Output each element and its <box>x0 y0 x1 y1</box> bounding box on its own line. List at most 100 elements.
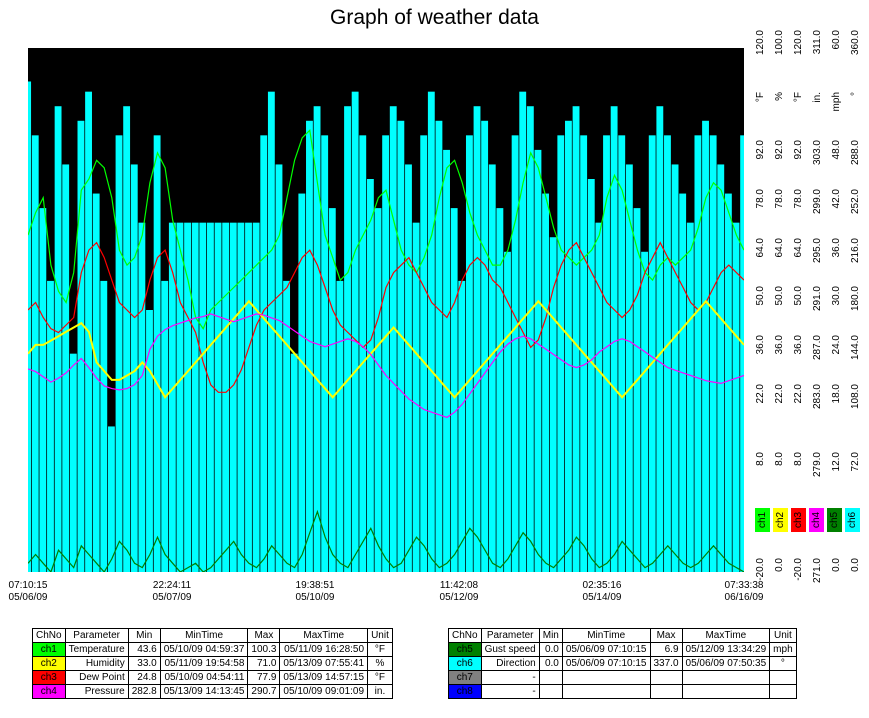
legend-cell: - <box>480 684 540 699</box>
y-axis-unit: in. <box>812 92 823 103</box>
direction-point <box>222 222 230 572</box>
y-tick-label: 108.0 <box>850 384 861 410</box>
y-tick-label: 100.0 <box>774 30 785 56</box>
y-axis-unit: °F <box>793 92 804 103</box>
legend-cell <box>769 670 797 685</box>
direction-point <box>648 135 656 572</box>
legend-cell: Temperature <box>64 642 129 657</box>
y-tick-label: 50.0 <box>793 286 804 306</box>
legend-channel-cell: ch1 <box>32 642 66 657</box>
legend-cell: 05/10/09 09:01:09 <box>279 684 369 699</box>
y-tick-label: 92.0 <box>774 140 785 160</box>
y-tick-label: 180.0 <box>850 286 861 312</box>
legend-cell: °F <box>367 642 393 657</box>
direction-point <box>694 135 702 572</box>
legend-header-cell: Parameter <box>480 628 540 643</box>
direction-point <box>92 193 100 572</box>
y-tick-label: 216.0 <box>850 238 861 264</box>
direction-point <box>306 120 313 572</box>
direction-point <box>397 120 405 572</box>
direction-point <box>328 208 336 572</box>
direction-point <box>504 251 511 572</box>
direction-point <box>69 353 77 572</box>
y-tick-label: 279.0 <box>812 452 823 478</box>
direction-point <box>724 193 732 572</box>
legend-cell <box>649 670 683 685</box>
direction-point <box>176 222 184 572</box>
direction-point <box>427 91 435 572</box>
direction-point <box>587 179 595 572</box>
legend-row: ch4 Pressure 282.8 05/13/09 14:13:45 290.7 05… <box>32 684 393 699</box>
legend-channel-cell: ch7 <box>448 670 482 685</box>
y-tick-label: 36.0 <box>831 238 842 258</box>
series-direction <box>28 81 744 572</box>
direction-point <box>130 164 138 572</box>
y-tick-label: 30.0 <box>831 286 842 306</box>
legend-cell: 24.8 <box>127 670 161 685</box>
direction-point <box>534 149 542 572</box>
legend-cell: °F <box>367 670 393 685</box>
direction-point <box>702 120 709 572</box>
legend-table-right: ChNo Parameter Min MinTime Max MaxTime Unit ch5… <box>448 628 797 699</box>
direction-point <box>656 106 664 572</box>
x-tick-label: 22:24:11 05/07/09 <box>152 580 192 603</box>
direction-point <box>229 222 237 572</box>
channel-key-ch4: ch4 <box>809 508 824 532</box>
direction-point <box>31 135 39 572</box>
y-tick-label: 36.0 <box>774 335 785 355</box>
legend-channel-cell: ch2 <box>32 656 66 671</box>
x-tick-label: 19:38:51 05/10/09 <box>295 580 335 603</box>
direction-point <box>252 222 260 572</box>
legend-channel-cell: ch3 <box>32 670 66 685</box>
y-tick-label: 64.0 <box>755 238 766 258</box>
direction-point <box>313 106 321 572</box>
legend-cell: Dew Point <box>64 670 129 685</box>
direction-point <box>77 120 85 572</box>
direction-point <box>207 222 214 572</box>
legend-header-cell: MinTime <box>159 628 249 643</box>
legend-row: ch7- <box>448 670 797 685</box>
x-tick-label: 11:42:08 05/12/09 <box>439 580 479 603</box>
legend-cell: 05/06/09 07:10:15 <box>561 642 651 657</box>
direction-point <box>191 222 199 572</box>
legend-cell: 05/13/09 07:55:41 <box>279 656 369 671</box>
y-axis-unit: mph <box>831 92 842 112</box>
legend-header-cell: ChNo <box>448 628 482 643</box>
y-tick-label: 120.0 <box>793 30 804 56</box>
direction-point <box>107 426 115 572</box>
legend-header-cell: ChNo <box>32 628 66 643</box>
legend-cell: 6.9 <box>649 642 683 657</box>
direction-point <box>123 106 131 572</box>
legend-cell <box>681 670 771 685</box>
legend-cell: 290.7 <box>247 684 281 699</box>
legend-channel-cell: ch5 <box>448 642 482 657</box>
legend-cell: 337.0 <box>649 656 683 671</box>
y-tick-label: 64.0 <box>793 238 804 258</box>
legend-cell: 282.8 <box>127 684 161 699</box>
y-tick-label: -20.0 <box>793 558 804 581</box>
legend-cell: 05/06/09 07:10:15 <box>561 656 651 671</box>
y-axis-unit: °F <box>755 92 766 103</box>
legend-cell: 05/12/09 13:34:29 <box>681 642 771 657</box>
direction-point <box>664 135 671 572</box>
legend-cell: 05/10/09 04:54:11 <box>159 670 249 685</box>
direction-point <box>405 164 412 572</box>
legend-row: ch5 Gust speed 0.0 05/06/09 07:10:15 6.9 05/1… <box>448 642 797 657</box>
direction-point <box>351 91 359 572</box>
y-tick-label: 291.0 <box>812 286 823 312</box>
legend-row: ch6 Direction 0.0 05/06/09 07:10:15 337.0 05/… <box>448 656 797 671</box>
direction-point <box>214 222 222 572</box>
legend-cell <box>561 670 651 685</box>
legend-row: ch3 Dew Point 24.8 05/10/09 04:54:11 77.9 05/… <box>32 670 393 685</box>
direction-point <box>511 135 519 572</box>
y-tick-label: 72.0 <box>850 452 861 472</box>
direction-point <box>625 164 633 572</box>
direction-point <box>184 222 192 572</box>
direction-point <box>290 353 298 572</box>
direction-point <box>420 135 428 572</box>
direction-point <box>389 106 397 572</box>
direction-point <box>168 222 176 572</box>
legend-cell: 05/11/09 19:54:58 <box>159 656 249 671</box>
legend-row: ch2 Humidity 33.0 05/11/09 19:54:58 71.0 05/1… <box>32 656 393 671</box>
legend-channel-cell: ch4 <box>32 684 66 699</box>
